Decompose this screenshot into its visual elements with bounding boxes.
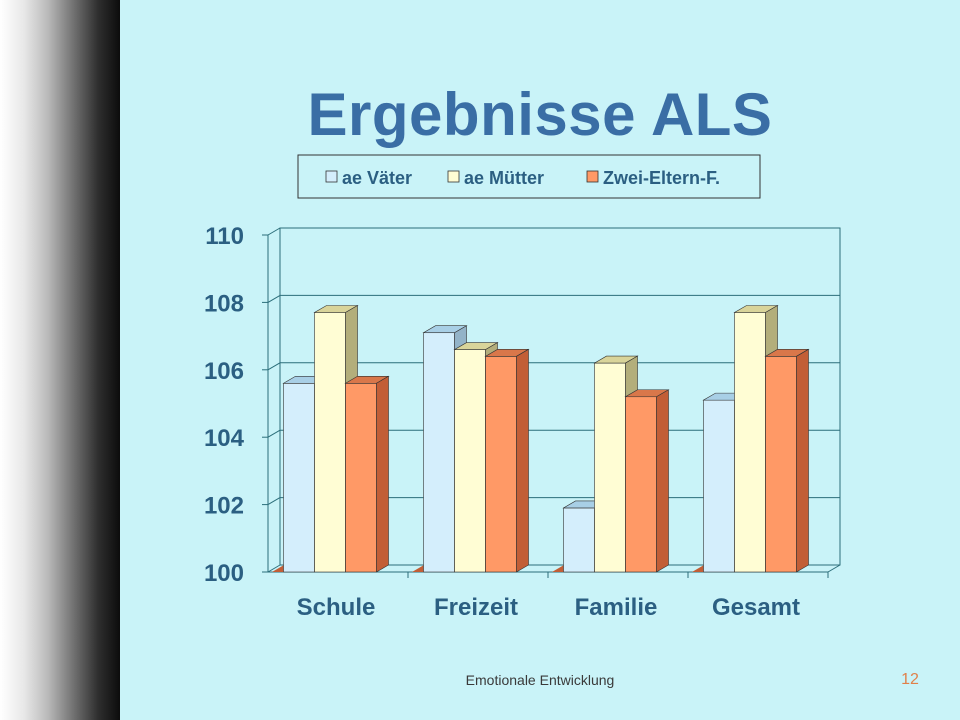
slide-side-gradient-bar [0,0,120,720]
bar-side [796,348,809,573]
gridline-side [267,564,281,573]
bar-front [485,356,517,573]
bar-front [594,362,626,573]
page-number: 12 [901,671,919,688]
bar-side [656,389,669,573]
bar-side [516,348,529,573]
bar-front [283,382,315,573]
legend-label: Zwei-Eltern-F. [603,168,720,188]
bar-side [376,375,389,573]
x-tick-label: Gesamt [712,594,800,621]
bar-front [563,507,595,573]
y-tick-label: 110 [205,223,244,250]
y-tick-label: 106 [204,358,244,385]
slide-footer: Emotionale Entwicklung [465,672,615,688]
bar-front [314,312,346,573]
x-tick-label: Schule [297,594,376,621]
legend-swatch [325,170,338,183]
y-tick-label: 102 [204,493,244,520]
bar-front [765,356,797,573]
legend-swatch [586,170,599,183]
y-tick-label: 100 [204,560,244,587]
chart-legend: ae Väter ae Mütter Zwei-Eltern-F. [297,154,761,199]
legend-swatch [447,170,460,183]
x-tick-label: Freizeit [434,594,518,621]
y-tick-label: 108 [204,290,244,317]
gridline-side [267,429,281,438]
bar-front [423,332,455,573]
gridline-side [267,227,281,236]
legend-label: ae Mütter [464,168,544,188]
y-tick-label: 104 [204,425,245,452]
gridline-side [267,362,281,371]
bar-front [454,349,486,573]
slide-title: Ergebnisse ALS [307,81,773,148]
legend-box [297,154,761,199]
bar-front [625,396,657,573]
x-tick-label: Familie [575,594,658,621]
bar-front [703,399,735,573]
gridline-side [267,497,281,506]
floor-edge [827,564,841,573]
gridline-side [267,294,281,303]
bar-front [734,312,766,573]
bar-front [345,382,377,573]
legend-label: ae Väter [342,168,412,188]
